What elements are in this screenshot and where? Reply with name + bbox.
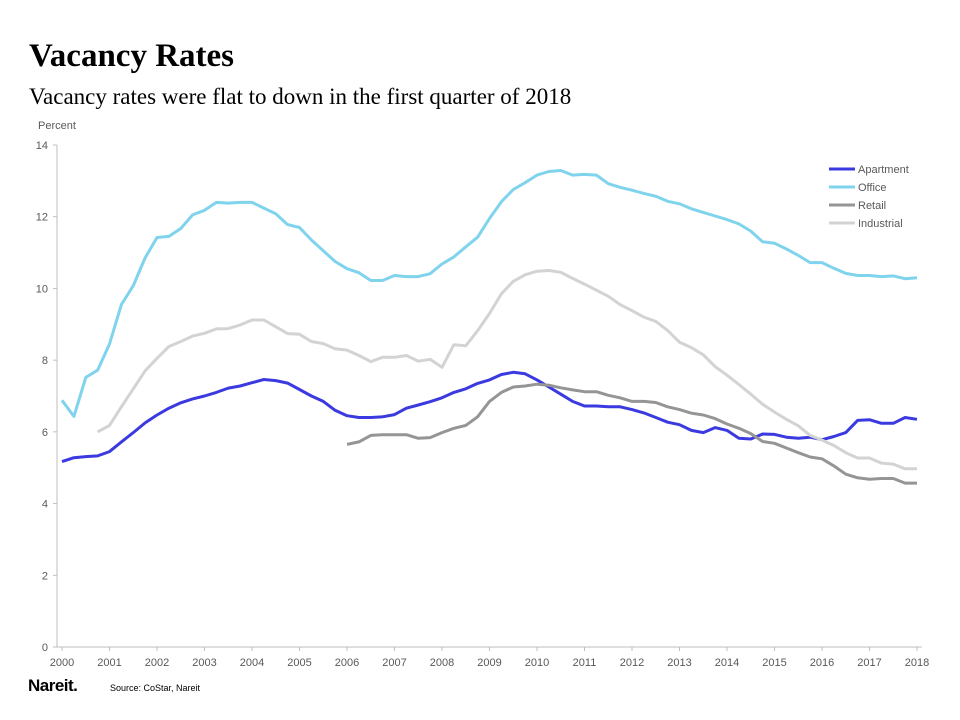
legend-label-industrial: Industrial	[858, 218, 903, 230]
source-note: Source: CoStar, Nareit	[110, 683, 201, 693]
legend-label-apartment: Apartment	[858, 164, 909, 176]
y-tick-label: 4	[42, 499, 48, 511]
y-tick-label: 0	[42, 642, 48, 654]
y-tick-label: 2	[42, 570, 48, 582]
x-tick-label: 2008	[430, 657, 454, 669]
x-tick-label: 2011	[573, 657, 597, 669]
x-tick-label: 2007	[382, 657, 406, 669]
legend-label-retail: Retail	[858, 200, 886, 212]
series-line-retail	[346, 382, 917, 485]
x-tick-label: 2018	[905, 657, 929, 669]
y-tick-label: 8	[42, 355, 48, 367]
x-tick-label: 2005	[287, 657, 311, 669]
x-tick-label: 2012	[620, 657, 644, 669]
series-line-apartment	[61, 370, 918, 464]
x-tick-label: 2002	[145, 657, 169, 669]
y-tick-label: 14	[36, 140, 48, 152]
x-tick-label: 2016	[810, 657, 834, 669]
y-tick-label: 12	[36, 212, 48, 224]
x-tick-label: 2006	[335, 657, 359, 669]
x-tick-label: 2004	[240, 657, 264, 669]
y-axis-label: Percent	[38, 120, 76, 132]
x-tick-label: 2015	[762, 657, 786, 669]
page-title: Vacancy Rates	[29, 38, 235, 74]
series-line-industrial	[96, 269, 917, 471]
x-tick-label: 2003	[192, 657, 216, 669]
x-tick-label: 2017	[857, 657, 881, 669]
x-tick-label: 2014	[715, 657, 739, 669]
x-tick-label: 2013	[667, 657, 691, 669]
page-subtitle: Vacancy rates were flat to down in the f…	[29, 84, 572, 109]
x-tick-label: 2000	[50, 657, 74, 669]
series-line-office	[60, 169, 918, 418]
x-tick-label: 2001	[97, 657, 121, 669]
y-tick-label: 10	[36, 283, 48, 295]
legend-label-office: Office	[858, 182, 887, 194]
x-tick-label: 2009	[477, 657, 501, 669]
nareit-logo: Nareit.	[28, 676, 78, 695]
y-tick-label: 6	[42, 427, 48, 439]
x-tick-label: 2010	[525, 657, 549, 669]
